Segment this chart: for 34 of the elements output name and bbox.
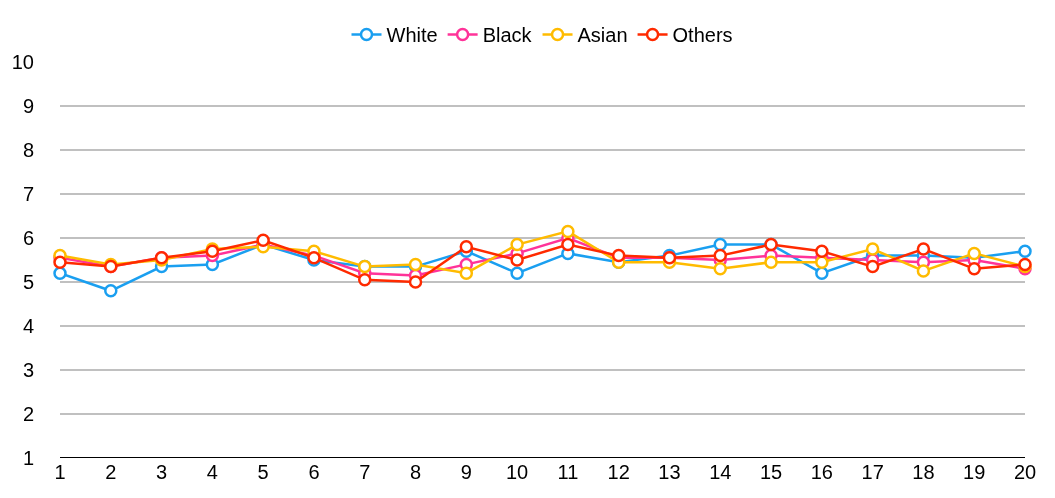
x-tick-label: 18 xyxy=(912,461,935,483)
y-tick-label: 4 xyxy=(22,315,34,337)
x-tick-label: 12 xyxy=(607,461,630,483)
x-tick-label: 9 xyxy=(460,461,472,483)
x-tick-label: 19 xyxy=(963,461,986,483)
y-tick-label: 3 xyxy=(22,359,34,381)
x-tick-label: 3 xyxy=(156,461,168,483)
x-tick-label: 20 xyxy=(1013,461,1037,483)
y-tick-label: 9 xyxy=(22,95,34,117)
x-tick-label: 14 xyxy=(709,461,732,483)
x-tick-label: 16 xyxy=(810,461,833,483)
legend-label: White xyxy=(386,24,438,47)
x-tick-label: 7 xyxy=(359,461,371,483)
x-tick-label: 17 xyxy=(861,461,884,483)
legend-label: Asian xyxy=(577,24,628,47)
x-tick-label: 10 xyxy=(505,461,529,483)
x-tick-label: 15 xyxy=(759,461,783,483)
x-tick-label: 5 xyxy=(257,461,269,483)
x-tick-label: 11 xyxy=(557,461,579,483)
legend-label: Black xyxy=(482,24,533,47)
x-tick-label: 2 xyxy=(105,461,117,483)
y-tick-label: 2 xyxy=(22,403,34,425)
x-tick-label: 1 xyxy=(54,461,66,483)
y-tick-label: 1 xyxy=(22,447,34,469)
x-tick-label: 6 xyxy=(308,461,320,483)
x-tick-label: 4 xyxy=(206,461,218,483)
x-tick-label: 13 xyxy=(658,461,681,483)
legend-label: Others xyxy=(672,24,733,47)
y-tick-label: 7 xyxy=(22,183,34,205)
y-tick-label: 8 xyxy=(22,139,34,161)
y-tick-label: 5 xyxy=(22,271,34,293)
x-tick-label: 8 xyxy=(409,461,422,483)
y-tick-label: 6 xyxy=(22,227,34,249)
y-tick-label: 10 xyxy=(11,51,34,73)
